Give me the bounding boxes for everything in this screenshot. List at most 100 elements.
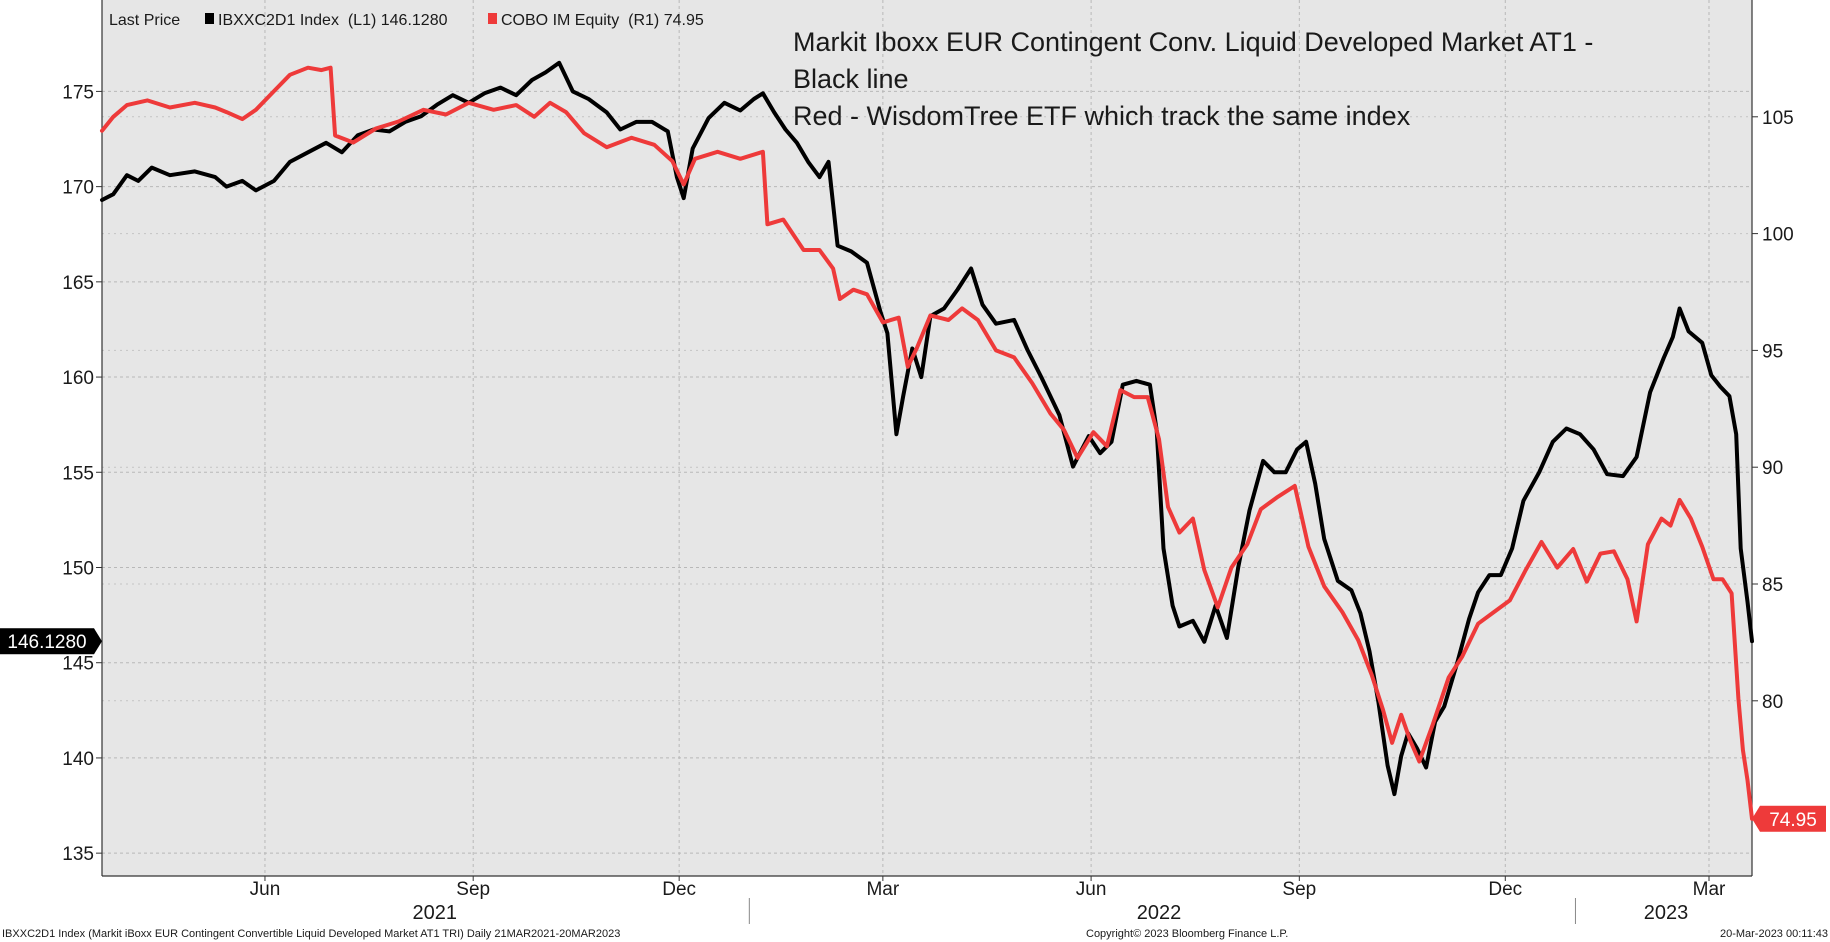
data-point — [976, 318, 980, 322]
data-point — [374, 127, 378, 130]
data-point — [1062, 428, 1066, 432]
data-point — [1492, 610, 1496, 614]
data-point — [1322, 537, 1326, 541]
data-point — [421, 108, 425, 112]
data-point — [1132, 395, 1136, 399]
data-point — [1134, 379, 1138, 383]
data-point — [795, 141, 799, 145]
data-point — [168, 106, 172, 109]
data-point — [761, 150, 765, 154]
footer-center: Copyright© 2023 Bloomberg Finance L.P. — [1086, 928, 1288, 940]
data-point — [1030, 381, 1034, 385]
data-point — [1626, 577, 1629, 581]
data-point — [1739, 547, 1743, 550]
data-point — [1417, 760, 1421, 763]
data-point — [125, 173, 129, 177]
data-point — [1098, 451, 1102, 455]
data-point — [1162, 547, 1165, 550]
data-point — [693, 157, 697, 161]
year-label: 2021 — [412, 902, 457, 924]
data-point — [1499, 573, 1503, 577]
data-point — [1730, 591, 1734, 595]
y-left-tick-label: 150 — [62, 558, 94, 579]
data-point — [969, 267, 973, 270]
y-left-tick-label: 170 — [62, 178, 94, 199]
y-right-tick-label: 95 — [1762, 341, 1783, 362]
data-point — [288, 160, 292, 164]
legend-swatch-etf — [488, 13, 497, 24]
data-point — [1399, 713, 1403, 717]
data-point — [1585, 580, 1589, 584]
x-tick-label: Jun — [250, 879, 281, 900]
data-point — [1709, 373, 1713, 377]
data-point — [1727, 394, 1731, 398]
data-point — [1592, 447, 1596, 451]
x-tick-label: Sep — [456, 879, 490, 900]
data-point — [960, 306, 964, 310]
data-point — [1734, 432, 1738, 436]
data-point — [1510, 547, 1514, 550]
data-point — [225, 185, 228, 189]
data-point — [1669, 524, 1672, 528]
data-point — [1245, 542, 1249, 546]
data-point — [1295, 447, 1299, 451]
y-right-tick-label: 80 — [1762, 692, 1783, 713]
legend: Last Price IBXXC2D1 Index (L1) 146.1280 … — [109, 12, 704, 29]
data-point — [397, 120, 400, 123]
data-point — [634, 120, 638, 124]
data-point — [1689, 517, 1693, 521]
annotation-line-1: Markit Iboxx EUR Contingent Conv. Liquid… — [793, 27, 1593, 57]
data-point — [1750, 639, 1754, 643]
data-point — [919, 375, 923, 379]
data-point — [530, 78, 534, 82]
last-value-tag-right: 74.95 — [1769, 810, 1817, 831]
data-point — [1191, 517, 1195, 521]
data-point — [1540, 540, 1543, 544]
data-point — [1460, 654, 1464, 658]
year-label: 2023 — [1644, 902, 1689, 924]
data-point — [906, 365, 910, 369]
data-point — [1157, 437, 1161, 441]
legend-entry-index: IBXXC2D1 Index (L1) 146.1280 — [218, 12, 448, 29]
data-point — [897, 316, 901, 320]
data-point — [387, 129, 391, 133]
data-point — [1578, 432, 1582, 436]
data-point — [802, 248, 806, 252]
data-point — [670, 159, 674, 163]
data-point — [1660, 517, 1663, 521]
data-point — [1700, 341, 1704, 345]
data-point — [851, 288, 855, 292]
data-point — [885, 331, 889, 335]
data-point — [765, 222, 769, 226]
footer-right: 20-Mar-2023 00:11:43 — [1720, 928, 1828, 940]
data-point — [1447, 675, 1451, 679]
series-layer — [100, 60, 1754, 821]
data-point — [582, 131, 586, 135]
data-point — [288, 73, 292, 77]
data-point — [333, 134, 337, 137]
data-point — [1551, 440, 1555, 444]
data-point — [111, 115, 115, 119]
data-point — [483, 91, 486, 95]
legend-etf-name: COBO IM Equity — [501, 12, 619, 29]
data-point — [1076, 456, 1079, 460]
y-right-tick-label: 85 — [1762, 575, 1783, 596]
y-right-tick-label: 105 — [1762, 108, 1794, 129]
data-point — [901, 394, 905, 398]
data-point — [1746, 600, 1749, 604]
y-left-tick-label: 160 — [62, 368, 94, 389]
data-point — [1605, 472, 1609, 476]
y-left-tick-label: 165 — [62, 273, 94, 294]
data-point — [1026, 348, 1030, 352]
data-point — [329, 66, 333, 70]
footer-left: IBXXC2D1 Index (Markit iBoxx EUR Conting… — [2, 928, 620, 940]
data-point — [994, 322, 998, 326]
data-point — [1202, 568, 1206, 572]
y-left-tick-label: 155 — [62, 463, 94, 484]
footer: IBXXC2D1 Index (Markit iBoxx EUR Conting… — [2, 928, 1828, 940]
annotation-line-2: Black line — [793, 64, 909, 94]
data-point — [1487, 573, 1491, 577]
data-point — [1313, 482, 1317, 486]
data-point — [865, 292, 869, 296]
y-left-tick-label: 140 — [62, 749, 94, 770]
